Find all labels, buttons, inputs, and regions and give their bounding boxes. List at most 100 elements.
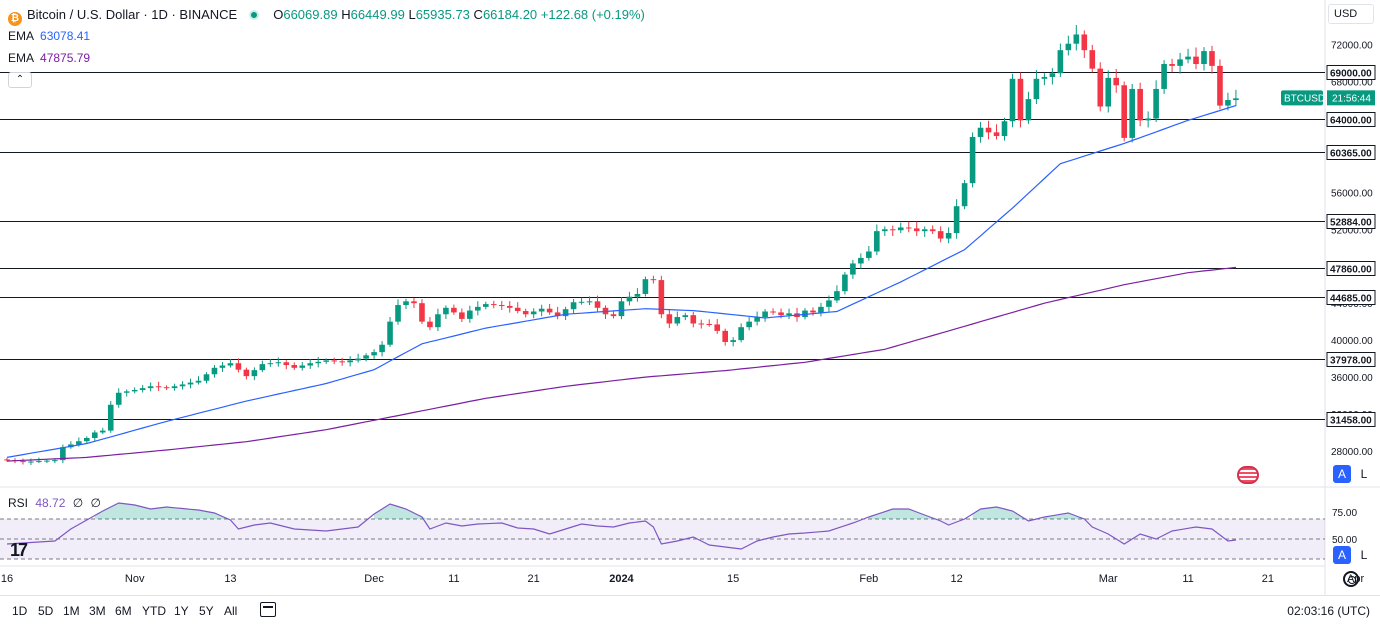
candle: [387, 316, 393, 347]
candle: [163, 385, 170, 391]
candle-body: [594, 301, 601, 308]
utc-clock[interactable]: 02:03:16 (UTC): [1287, 604, 1370, 618]
price-line-badge: [1326, 290, 1376, 305]
candle: [866, 245, 872, 261]
price-tick-label: 40000.00: [1331, 336, 1373, 347]
candle: [522, 308, 529, 318]
range-1d-button[interactable]: 1D: [12, 604, 28, 618]
candle: [1137, 82, 1143, 127]
candle: [570, 298, 577, 314]
candle: [961, 179, 968, 210]
candle-body: [379, 344, 385, 353]
candle: [36, 457, 42, 464]
candle: [123, 389, 130, 397]
time-tick-label: Nov: [125, 573, 145, 585]
range-5d-button[interactable]: 5D: [38, 604, 54, 618]
candle-body: [123, 391, 130, 393]
candle-body: [506, 305, 513, 308]
candle: [427, 316, 433, 331]
candle: [1161, 60, 1167, 94]
candle: [945, 227, 952, 244]
price-line-badge: [1326, 65, 1376, 80]
range-all-button[interactable]: All: [224, 604, 238, 618]
candle: [682, 312, 689, 321]
candle: [1145, 111, 1151, 128]
candle-body: [459, 312, 465, 319]
candle: [674, 311, 681, 326]
collapse-legend-button[interactable]: ⌃: [8, 72, 32, 88]
candle: [842, 271, 848, 295]
candle: [84, 436, 90, 444]
candle-body: [1185, 56, 1191, 60]
candle-body: [658, 280, 665, 315]
auto-scale-button[interactable]: A: [1333, 465, 1351, 483]
range-3m-button[interactable]: 3M: [89, 604, 106, 618]
candle-body: [419, 303, 425, 322]
candle-body: [1025, 99, 1032, 121]
price-line-label: 69000.00: [1330, 69, 1372, 80]
range-ytd-button[interactable]: YTD: [142, 604, 166, 618]
countdown-label: 21:56:44: [1332, 93, 1371, 104]
rsi-auto-scale-button[interactable]: A: [1333, 546, 1351, 564]
ema-slow-line: [6, 266, 1236, 462]
rsi-overbought-fill: [94, 503, 1085, 519]
rsi-log-scale-button[interactable]: L: [1355, 546, 1373, 564]
candle: [1025, 91, 1032, 124]
range-1y-button[interactable]: 1Y: [174, 604, 189, 618]
candle-body: [826, 300, 832, 307]
candle: [1057, 43, 1064, 78]
candle-body: [483, 304, 489, 307]
price-tick-label: 68000.00: [1331, 78, 1373, 89]
candle-body: [993, 132, 1000, 137]
bottom-toolbar: 1D 5D 1M 3M 6M YTD 1Y 5Y All 02:03:16 (U…: [0, 595, 1380, 625]
rsi-legend[interactable]: RSI 48.72 ∅ ∅: [8, 496, 101, 510]
ema-fast-legend[interactable]: EMA 63078.41: [8, 29, 91, 43]
candle-body: [387, 321, 393, 345]
candle-body: [1105, 77, 1112, 107]
candle: [634, 288, 641, 302]
calendar-icon[interactable]: [260, 602, 276, 617]
candle-body: [315, 361, 322, 364]
candle: [706, 319, 713, 327]
ema-slow-legend[interactable]: EMA 47875.79: [8, 51, 91, 65]
price-line-badge: [1326, 412, 1376, 427]
candle: [347, 356, 353, 367]
candle: [283, 360, 290, 370]
time-tick-label: 16: [1, 573, 13, 585]
price-change: +122.68 (+0.19%): [540, 7, 645, 22]
tradingview-logo-icon[interactable]: 17: [10, 540, 28, 560]
symbol-title[interactable]: Bitcoin / U.S. Dollar · 1D · BINANCE: [27, 7, 238, 22]
settings-icon[interactable]: [1343, 571, 1359, 587]
range-5y-button[interactable]: 5Y: [199, 604, 214, 618]
candle: [339, 357, 345, 366]
candle: [698, 319, 705, 329]
candle: [1041, 73, 1048, 86]
candle-body: [498, 305, 505, 307]
candle: [506, 301, 513, 313]
flag-icon[interactable]: [1237, 466, 1259, 484]
price-tick-label: 72000.00: [1331, 41, 1373, 52]
range-6m-button[interactable]: 6M: [115, 604, 132, 618]
candle: [91, 430, 98, 442]
candle: [139, 384, 146, 393]
candle-body: [698, 323, 705, 325]
symbol-legend: ₿ Bitcoin / U.S. Dollar · 1D · BINANCE O66…: [8, 7, 645, 26]
candle: [578, 297, 585, 305]
candle: [1065, 35, 1072, 56]
log-scale-button[interactable]: L: [1355, 465, 1373, 483]
range-1m-button[interactable]: 1M: [63, 604, 80, 618]
candle-body: [690, 315, 697, 324]
price-line-label: 60365.00: [1330, 149, 1372, 160]
currency-select[interactable]: USD: [1328, 4, 1374, 24]
candle-body: [227, 363, 234, 366]
candle-body: [411, 301, 417, 304]
candle-body: [905, 227, 912, 229]
candle: [498, 300, 505, 310]
price-line-badge: [1326, 112, 1376, 127]
candle: [187, 378, 194, 389]
candle-body: [36, 461, 42, 463]
candle: [1201, 47, 1207, 71]
chart-canvas[interactable]: 72000.0068000.0064000.0060000.0056000.00…: [0, 0, 1380, 595]
candle-body: [1225, 100, 1231, 106]
candle-body: [44, 460, 50, 462]
